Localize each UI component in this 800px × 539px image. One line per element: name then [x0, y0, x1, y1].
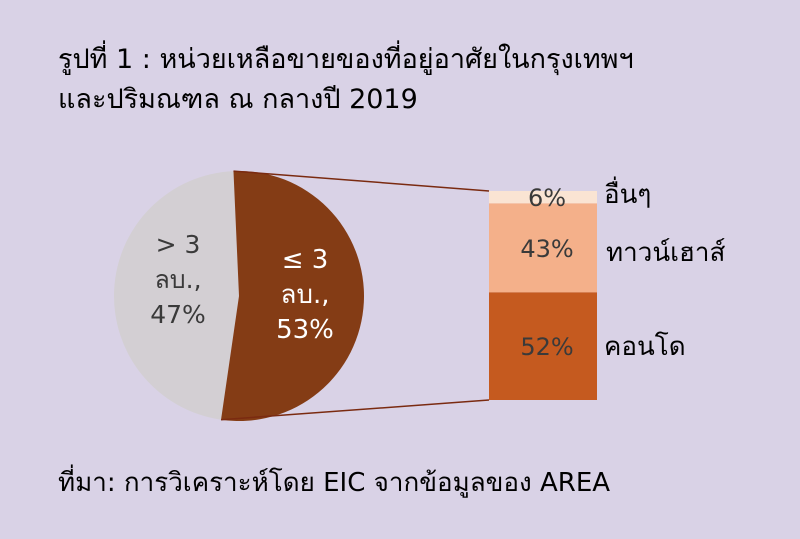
bar-category-label-2: คอนโด — [604, 331, 686, 362]
pie-label-1-line-0: ≤ 3 — [282, 245, 329, 275]
bar-segment-2 — [489, 292, 597, 400]
pie-label-1-line-1: ลบ., — [281, 280, 330, 310]
chart-title: รูปที่ 1 : หน่วยเหลือขายของที่อยู่อาศัยใ… — [58, 40, 778, 120]
bar-segment-0 — [489, 191, 597, 204]
bar-value-label-2: 52% — [520, 333, 573, 361]
title-line-2: และปริมณฑล ณ กลางปี 2019 — [58, 84, 418, 115]
bar-category-label-0: อื่นๆ — [604, 176, 651, 210]
pie-slice-gt3 — [113, 171, 239, 420]
pie-label-0-line-0: > 3 — [156, 230, 201, 259]
bar-value-label-1: 43% — [520, 235, 573, 263]
pie-label-0-line-1: ลบ., — [154, 265, 201, 294]
pie-label-0-line-2: 47% — [150, 300, 206, 329]
connector-line-top — [233, 170, 490, 192]
pie-slice-le3 — [221, 171, 364, 421]
title-line-1: รูปที่ 1 : หน่วยเหลือขายของที่อยู่อาศัยใ… — [58, 44, 634, 75]
source-note: ที่มา: การวิเคราะห์โดย EIC จากข้อมูลของ … — [58, 468, 611, 498]
bar-category-label-1: ทาวน์เฮาส์ — [606, 238, 725, 268]
bar-segment-1 — [489, 203, 597, 293]
bar-value-label-0: 6% — [528, 184, 566, 212]
connector-line-bottom — [220, 399, 490, 421]
pie-label-1-line-2: 53% — [276, 315, 334, 345]
